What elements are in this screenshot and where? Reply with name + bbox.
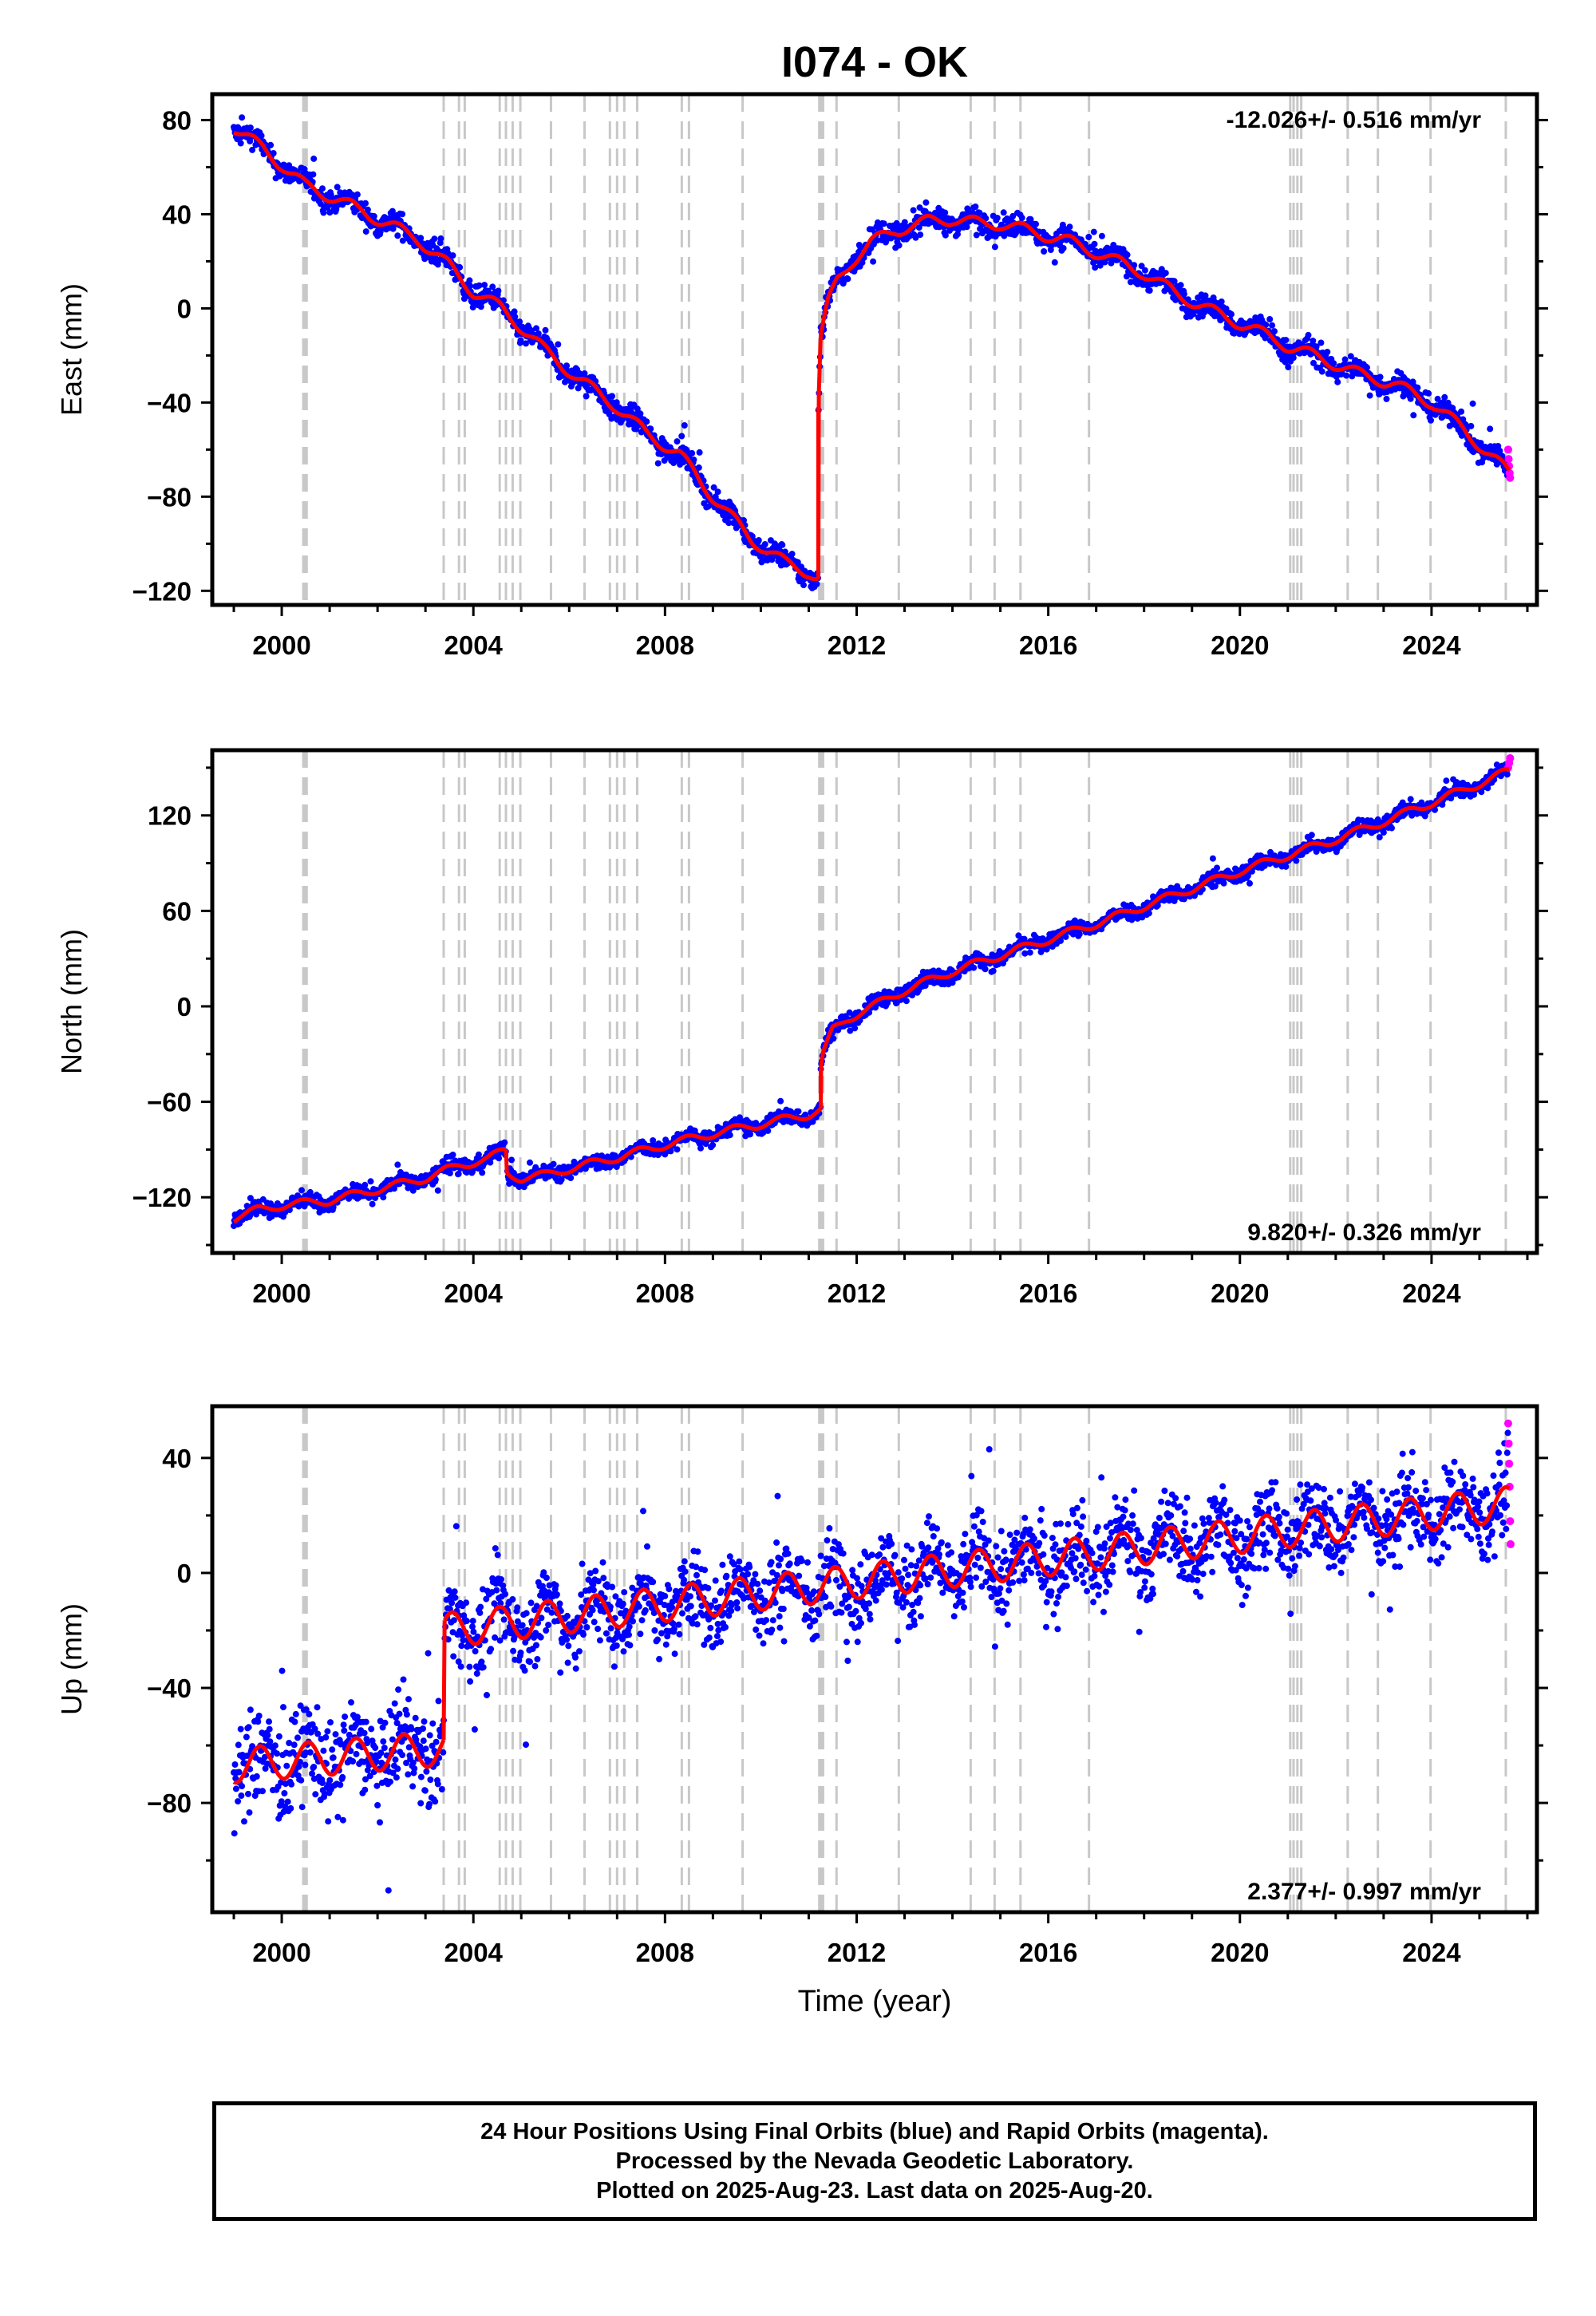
x-axis-label: Time (year) [798,1985,952,2018]
footer-line-dates: Plotted on 2025-Aug-23. Last data on 202… [596,2177,1153,2203]
y-tick-label: 0 [177,1559,192,1588]
rapid-orbit-point [1506,753,1515,762]
model-fit-line [232,1732,446,1785]
y-tick-label: 40 [162,1444,192,1473]
x-tick-label: 2004 [444,630,503,660]
x-tick-label: 2016 [1019,1279,1077,1308]
y-axis-label: North (mm) [55,929,88,1074]
y-tick-label: −120 [132,1183,192,1212]
y-tick-label: −40 [147,1674,192,1703]
panel-1: 2000 2004 2008 2012 2016 2020 2024 120 60 0 −60 −12… [55,748,1548,1308]
chart-title: I074 - OK [781,38,968,86]
model-fit-line [232,131,819,582]
y-tick-label: 40 [162,200,192,229]
panel-2: 2000 2004 2008 2012 2016 2020 2024 40 0 −40 −80 Up … [55,1404,1548,1967]
footer-line-processed: Processed by the Nevada Geodetic Laborat… [615,2148,1134,2174]
rapid-orbit-point [1506,473,1515,482]
x-tick-label: 2020 [1211,1279,1269,1308]
model-fit-line [819,767,1510,1109]
panel-frame [210,748,1539,1255]
y-axis-label: Up (mm) [55,1603,88,1715]
rapid-orbit-point [1504,1439,1513,1448]
final-orbit-points [231,760,1511,1230]
x-tick-label: 2000 [252,1279,310,1308]
y-tick-label: −60 [147,1088,192,1117]
panel-frame [210,92,1539,607]
rapid-orbit-point [1506,1517,1515,1526]
x-tick-label: 2020 [1211,630,1269,660]
y-tick-label: −80 [147,1788,192,1818]
x-tick-label: 2012 [828,630,886,660]
x-tick-label: 2000 [252,630,310,660]
data-layer [231,114,1515,591]
rapid-orbit-point [1503,1419,1512,1428]
panels-group: 2000 2004 2008 2012 2016 2020 2024 80 40 0 −40 −80 −… [55,92,1548,1967]
y-tick-label: −40 [147,388,192,417]
rate-annotation: -12.026+/- 0.516 mm/yr [1227,107,1482,133]
panel-frame [210,1404,1539,1915]
model-fit-line [442,1484,1511,1646]
x-tick-label: 2024 [1402,1279,1461,1308]
x-tick-label: 2008 [636,630,694,660]
y-tick-label: −120 [132,576,192,606]
x-tick-label: 2008 [636,1938,694,1967]
x-tick-label: 2016 [1019,630,1077,660]
x-tick-label: 2024 [1402,630,1461,660]
final-orbit-points [231,1429,1511,1894]
model-fit-line [816,213,1511,579]
rapid-orbit-point [1504,455,1513,464]
x-tick-label: 2000 [252,1938,310,1967]
rate-annotation: 9.820+/- 0.326 mm/yr [1247,1219,1481,1246]
y-tick-label: 120 [148,801,192,831]
offset-step-line [504,1148,509,1174]
x-tick-label: 2012 [828,1279,886,1308]
data-layer [231,753,1515,1230]
data-layer [231,1419,1515,1894]
x-tick-label: 2020 [1211,1938,1269,1967]
x-tick-label: 2024 [1402,1938,1461,1967]
footer-info-box: 24 Hour Positions Using Final Orbits (bl… [212,2101,1537,2221]
rapid-orbit-point [1505,1460,1514,1468]
x-tick-label: 2008 [636,1279,694,1308]
y-tick-label: 0 [177,294,192,323]
panel-0: 2000 2004 2008 2012 2016 2020 2024 80 40 0 −40 −80 −… [55,92,1548,660]
x-tick-label: 2004 [444,1938,503,1967]
x-tick-label: 2004 [444,1279,503,1308]
x-tick-label: 2012 [828,1938,886,1967]
x-tick-label: 2016 [1019,1938,1077,1967]
y-tick-label: 80 [162,105,192,135]
model-fit-line [505,1107,823,1184]
model-fit-line [232,1147,506,1224]
y-tick-label: 0 [177,992,192,1022]
y-tick-label: −80 [147,482,192,512]
footer-line-orbits: 24 Hour Positions Using Final Orbits (bl… [480,2118,1269,2144]
rapid-orbit-point [1503,445,1512,454]
y-axis-label: East (mm) [55,283,88,416]
rate-annotation: 2.377+/- 0.997 mm/yr [1247,1879,1481,1905]
y-tick-label: 60 [162,896,192,926]
rapid-orbit-point [1506,1539,1515,1548]
